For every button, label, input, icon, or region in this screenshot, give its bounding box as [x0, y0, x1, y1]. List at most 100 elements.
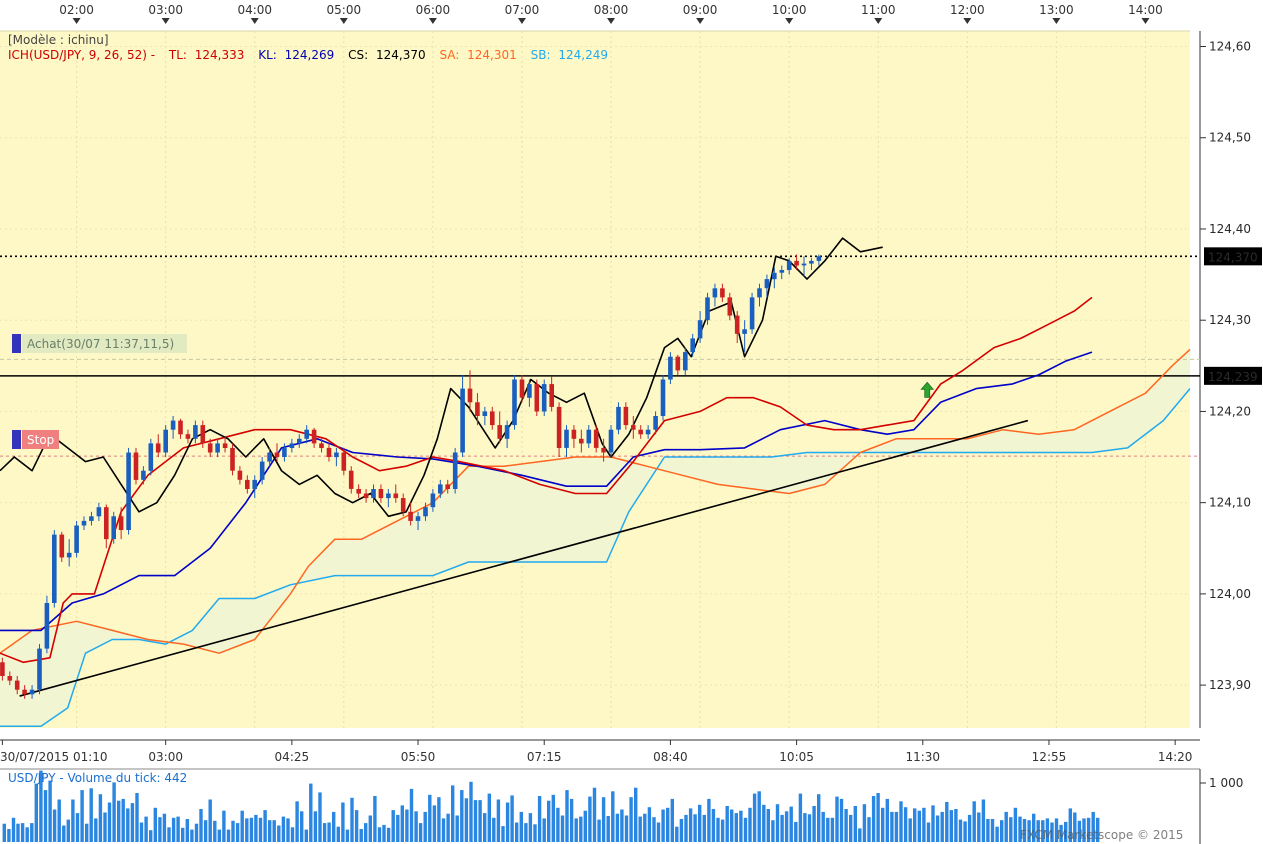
stop-order-label[interactable]: Stop: [12, 430, 59, 449]
candle[interactable]: [816, 254, 822, 266]
candle[interactable]: [289, 438, 295, 453]
candle[interactable]: [118, 507, 124, 540]
candle[interactable]: [252, 475, 257, 499]
candle[interactable]: [660, 374, 666, 421]
candle[interactable]: [348, 466, 354, 494]
candle[interactable]: [690, 333, 695, 357]
candle[interactable]: [631, 415, 636, 439]
candle[interactable]: [52, 530, 57, 608]
candle[interactable]: [497, 411, 502, 444]
candle[interactable]: [490, 406, 495, 430]
candle[interactable]: [720, 283, 725, 302]
candle[interactable]: [675, 354, 681, 375]
candle[interactable]: [519, 374, 525, 403]
candle[interactable]: [341, 447, 347, 476]
candle[interactable]: [267, 447, 272, 467]
candle[interactable]: [326, 443, 332, 462]
candle[interactable]: [749, 292, 755, 334]
candle[interactable]: [386, 488, 391, 508]
candle[interactable]: [155, 434, 161, 458]
candle[interactable]: [7, 671, 13, 686]
candle[interactable]: [452, 447, 458, 494]
candle[interactable]: [0, 657, 5, 681]
candle[interactable]: [482, 406, 488, 426]
candle[interactable]: [512, 374, 517, 430]
candle[interactable]: [779, 265, 785, 280]
candle[interactable]: [245, 475, 250, 494]
candle[interactable]: [297, 434, 302, 448]
candle[interactable]: [504, 420, 510, 448]
candle[interactable]: [207, 438, 213, 458]
candle[interactable]: [579, 429, 584, 453]
candle[interactable]: [408, 502, 413, 526]
candle[interactable]: [111, 511, 116, 544]
candle[interactable]: [809, 258, 814, 271]
candle[interactable]: [22, 685, 27, 699]
candle[interactable]: [697, 311, 703, 344]
candle[interactable]: [104, 504, 109, 549]
candle[interactable]: [29, 685, 35, 699]
candle[interactable]: [608, 425, 614, 458]
candle[interactable]: [148, 438, 154, 476]
candle[interactable]: [282, 443, 287, 462]
candle[interactable]: [371, 484, 376, 503]
candle[interactable]: [727, 292, 733, 321]
candle[interactable]: [141, 466, 146, 485]
candle[interactable]: [334, 447, 339, 467]
candle[interactable]: [616, 402, 621, 435]
candle[interactable]: [185, 429, 191, 444]
candle[interactable]: [794, 254, 799, 271]
candle[interactable]: [772, 267, 777, 289]
candle[interactable]: [445, 479, 450, 494]
candle[interactable]: [178, 418, 183, 439]
candle[interactable]: [734, 311, 740, 344]
candle[interactable]: [96, 502, 102, 521]
candle[interactable]: [230, 443, 235, 476]
candle[interactable]: [430, 488, 436, 512]
candle[interactable]: [556, 402, 562, 458]
candle[interactable]: [222, 436, 228, 453]
candle[interactable]: [764, 274, 770, 298]
candle[interactable]: [438, 479, 443, 499]
candle[interactable]: [527, 379, 532, 407]
candle[interactable]: [460, 374, 465, 458]
candle[interactable]: [742, 320, 747, 353]
candle[interactable]: [74, 520, 79, 558]
candle[interactable]: [586, 425, 592, 448]
candle[interactable]: [571, 425, 577, 448]
candle[interactable]: [200, 420, 206, 448]
candle[interactable]: [712, 283, 718, 307]
candle[interactable]: [653, 411, 658, 435]
candle[interactable]: [66, 539, 72, 567]
candle[interactable]: [549, 376, 554, 412]
buy-signal-arrow-icon[interactable]: [920, 381, 935, 398]
candle[interactable]: [534, 379, 540, 416]
candle[interactable]: [259, 457, 265, 485]
candle[interactable]: [356, 484, 361, 499]
candle[interactable]: [757, 283, 762, 307]
candle[interactable]: [133, 447, 139, 485]
candle[interactable]: [475, 393, 480, 426]
candle[interactable]: [423, 502, 428, 521]
candle[interactable]: [319, 438, 324, 453]
candle[interactable]: [645, 425, 651, 439]
candle[interactable]: [170, 415, 176, 439]
candle[interactable]: [215, 438, 220, 458]
candle[interactable]: [274, 443, 280, 462]
candle[interactable]: [126, 447, 131, 535]
candle[interactable]: [801, 256, 807, 277]
candle[interactable]: [193, 420, 198, 444]
candle[interactable]: [304, 425, 309, 444]
candle[interactable]: [601, 438, 606, 462]
candle[interactable]: [638, 425, 643, 439]
candle[interactable]: [683, 347, 688, 375]
candle[interactable]: [81, 516, 87, 531]
trend-line[interactable]: [19, 419, 1029, 697]
candle[interactable]: [564, 425, 569, 458]
candle[interactable]: [415, 511, 421, 531]
candle[interactable]: [400, 493, 406, 517]
candle[interactable]: [378, 484, 384, 503]
plot-background[interactable]: [0, 31, 1190, 728]
candle[interactable]: [37, 644, 42, 695]
candle[interactable]: [705, 292, 710, 325]
